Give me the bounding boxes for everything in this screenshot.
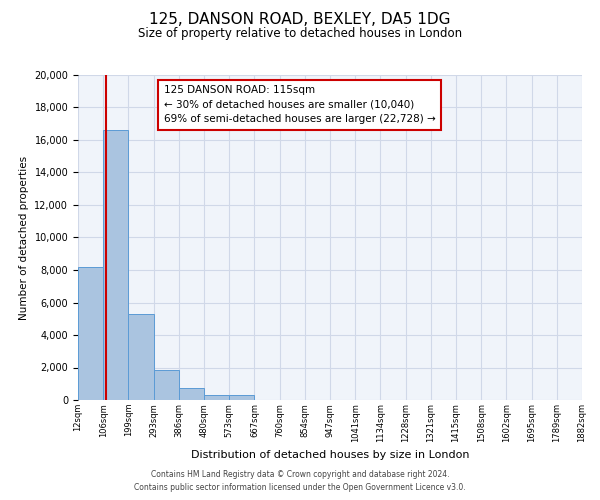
Text: Size of property relative to detached houses in London: Size of property relative to detached ho… bbox=[138, 28, 462, 40]
Bar bbox=[179, 388, 204, 400]
Bar bbox=[154, 370, 179, 400]
Y-axis label: Number of detached properties: Number of detached properties bbox=[19, 156, 29, 320]
Text: 125, DANSON ROAD, BEXLEY, DA5 1DG: 125, DANSON ROAD, BEXLEY, DA5 1DG bbox=[149, 12, 451, 28]
X-axis label: Distribution of detached houses by size in London: Distribution of detached houses by size … bbox=[191, 450, 469, 460]
Bar bbox=[229, 395, 254, 400]
Bar bbox=[204, 395, 229, 400]
Bar bbox=[78, 266, 103, 400]
Text: 125 DANSON ROAD: 115sqm
← 30% of detached houses are smaller (10,040)
69% of sem: 125 DANSON ROAD: 115sqm ← 30% of detache… bbox=[164, 84, 436, 124]
Bar bbox=[103, 130, 128, 400]
Bar bbox=[128, 314, 154, 400]
Text: Contains HM Land Registry data © Crown copyright and database right 2024.
Contai: Contains HM Land Registry data © Crown c… bbox=[134, 470, 466, 492]
